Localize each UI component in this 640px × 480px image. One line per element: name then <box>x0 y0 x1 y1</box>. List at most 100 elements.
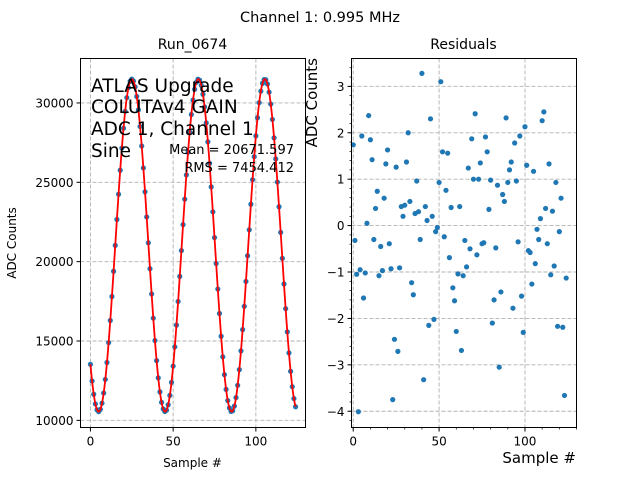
residual-point <box>426 322 432 328</box>
residual-point <box>470 176 477 182</box>
residual-point <box>489 320 495 326</box>
residual-point <box>474 252 480 258</box>
residual-point <box>520 329 526 335</box>
residual-point <box>419 70 425 76</box>
residual-point <box>409 280 415 286</box>
y-tick-label: 10000 <box>35 414 73 428</box>
atlas-annotation: ATLAS Upgrade COLUTAv4 GAIN ADC 1, Chann… <box>91 76 254 162</box>
residual-point <box>530 168 537 174</box>
residual-point <box>493 245 499 251</box>
residual-point <box>496 364 502 370</box>
rms-label: RMS = 7454.412 <box>184 161 294 176</box>
residual-point <box>445 150 451 156</box>
residual-point <box>448 204 454 211</box>
residual-point <box>491 297 497 303</box>
fit-curve <box>89 78 297 413</box>
residual-point <box>472 111 478 117</box>
residual-point <box>482 134 489 140</box>
residual-point <box>512 140 518 146</box>
plot-residuals: Residuals Sample # ADC Counts 0 50 100 −4 −3… <box>303 37 577 467</box>
residual-point <box>422 203 428 210</box>
residual-point <box>505 179 511 186</box>
residual-point <box>463 264 470 270</box>
residual-point <box>558 195 564 201</box>
residual-point <box>522 124 528 130</box>
residual-point <box>548 272 554 278</box>
residual-point <box>500 191 506 198</box>
plot-run-ticks: 0 50 100 10000 15000 20000 25000 30000 <box>35 96 267 448</box>
y-tick-label: 3 <box>337 80 345 94</box>
plot-residuals-title: Residuals <box>430 37 496 53</box>
plot-residuals-grid <box>351 58 577 428</box>
residual-point <box>369 157 375 163</box>
plot-run-frame <box>80 58 306 428</box>
y-tick-label: 30000 <box>35 96 73 110</box>
residual-point <box>475 176 482 182</box>
annotation-line-4: Sine <box>91 141 131 162</box>
x-tick-label: 0 <box>349 435 357 449</box>
residual-points-group <box>350 70 569 415</box>
data-point <box>292 404 299 410</box>
y-tick-label: 20000 <box>35 255 73 269</box>
y-tick-label: −3 <box>327 358 345 372</box>
residual-point <box>455 271 461 277</box>
residual-point <box>510 305 516 311</box>
residual-point <box>386 241 392 247</box>
y-tick-label: 25000 <box>35 176 73 190</box>
plot-residuals-frame <box>351 58 577 428</box>
residual-point <box>446 255 453 261</box>
residual-point <box>488 177 494 183</box>
annotation-line-3: ADC 1, Channel 1 <box>91 119 254 140</box>
plot-residuals-ticks: 0 50 100 −4 −3 −2 −1 0 1 2 3 <box>327 67 577 449</box>
residual-point <box>527 249 533 256</box>
residual-point <box>541 109 547 115</box>
residual-point <box>431 316 437 322</box>
residual-point <box>354 271 360 277</box>
residual-point <box>532 261 538 267</box>
residual-point <box>457 203 463 210</box>
residual-point <box>436 179 442 186</box>
residual-point <box>556 229 562 235</box>
residual-point <box>508 159 514 165</box>
residual-point <box>469 136 475 142</box>
residual-point <box>433 229 439 235</box>
residual-point <box>357 267 363 273</box>
residual-point <box>439 149 446 155</box>
residual-point <box>494 182 501 188</box>
residual-point <box>383 161 389 167</box>
plot-residuals-xlabel: Sample # <box>502 449 576 467</box>
y-tick-label: −1 <box>327 266 345 280</box>
annotation-line-2: COLUTAv4 GAIN <box>91 97 238 118</box>
residual-point <box>376 273 382 279</box>
residual-point <box>429 213 435 219</box>
residual-point <box>561 392 568 399</box>
residual-point <box>546 161 552 167</box>
residual-point <box>517 133 523 139</box>
residual-point <box>374 188 380 194</box>
residual-point <box>506 167 513 173</box>
residual-point <box>393 164 399 170</box>
residual-point <box>352 237 358 244</box>
residual-point <box>384 147 391 153</box>
plot-run-ylabel: ADC Counts <box>5 207 19 279</box>
residual-point <box>395 348 401 354</box>
residual-point <box>537 216 544 222</box>
residual-point <box>427 116 434 122</box>
residual-point <box>434 224 440 231</box>
residual-point <box>462 237 468 244</box>
residual-point <box>360 295 367 301</box>
x-tick-label: 0 <box>87 435 95 449</box>
residual-point <box>372 205 379 212</box>
residual-point <box>544 241 550 247</box>
residual-point <box>501 198 507 205</box>
data-point <box>87 361 94 367</box>
fit-curve-group <box>89 78 297 413</box>
residual-point <box>542 205 549 212</box>
residual-point <box>534 226 540 232</box>
residual-point <box>450 285 456 291</box>
y-tick-label: −2 <box>327 312 345 326</box>
residual-point <box>481 240 487 246</box>
residual-point <box>417 236 423 243</box>
residual-point <box>486 206 492 212</box>
